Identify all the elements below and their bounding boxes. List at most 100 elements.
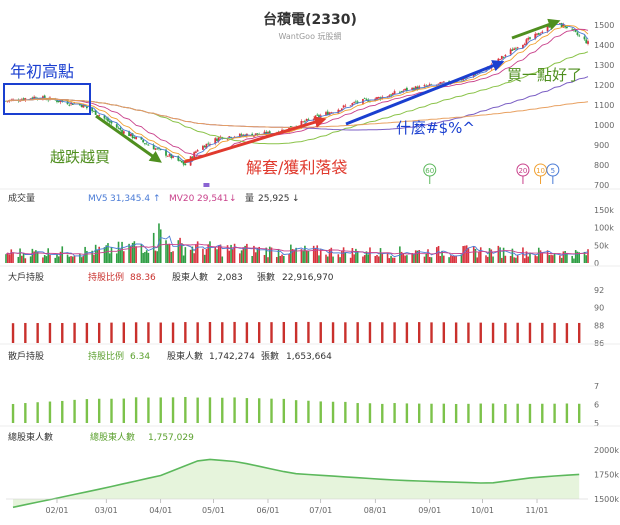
volume-bar xyxy=(12,252,14,263)
volume-bar xyxy=(265,247,268,263)
candle-body xyxy=(184,163,187,166)
volume-bar xyxy=(428,256,431,263)
candle-body xyxy=(265,131,268,135)
candle-body xyxy=(254,133,257,136)
retail-bar xyxy=(393,403,396,423)
volume-bar xyxy=(552,255,554,263)
candle-body xyxy=(300,121,303,128)
volume-bar xyxy=(31,248,34,263)
volume-bar xyxy=(21,255,23,263)
candle-body xyxy=(159,148,162,151)
arrow-what xyxy=(345,60,505,126)
big-holders-bar xyxy=(565,323,569,343)
candle-body xyxy=(121,130,123,133)
retail-bar xyxy=(171,397,175,423)
volume-bar xyxy=(430,257,433,263)
retail-bar xyxy=(528,403,532,423)
volume-bar xyxy=(539,250,542,263)
candle-body xyxy=(325,112,327,115)
candle-body xyxy=(66,101,69,105)
price-tick-label: 1500 xyxy=(594,21,614,30)
big-holders-bar xyxy=(356,322,359,343)
retail-bar xyxy=(467,403,470,423)
volume-bar xyxy=(79,254,81,263)
mv5-arrow: ↑ xyxy=(153,194,161,204)
candle-body xyxy=(91,107,94,112)
volume-bar xyxy=(400,251,403,263)
retail-bar xyxy=(85,399,89,423)
volume-bar xyxy=(49,254,51,263)
big-holders-bar xyxy=(368,322,372,343)
volume-bar xyxy=(86,250,88,263)
retail-bar xyxy=(578,403,581,423)
volume-bar xyxy=(562,251,565,263)
volume-bar xyxy=(275,257,278,263)
candle-body xyxy=(19,100,21,102)
volume-bar xyxy=(416,250,419,263)
volume-bar xyxy=(24,258,27,263)
candle-body xyxy=(511,49,514,51)
candle-body xyxy=(115,124,118,128)
volume-tick-label: 150k xyxy=(594,206,614,215)
retail-bar xyxy=(110,398,113,423)
candle-body xyxy=(441,82,443,84)
volume-bar xyxy=(527,256,530,263)
volume-bar xyxy=(142,252,144,263)
candle-body xyxy=(214,138,217,144)
mv20-value: 29,541 xyxy=(197,194,229,204)
volume-title: 成交量 xyxy=(8,192,35,204)
total-tick-label: 1750k xyxy=(594,471,619,480)
x-tick-label: 06/01 xyxy=(256,506,279,515)
volume-bar xyxy=(342,247,345,263)
big-holders-bar xyxy=(294,322,298,343)
candle-body xyxy=(179,160,181,162)
mv20-label: MV20 xyxy=(169,194,195,204)
volume-bar xyxy=(228,250,231,263)
volume-bar xyxy=(295,247,297,263)
candle-body xyxy=(82,104,85,108)
volume-bar xyxy=(374,255,377,263)
candle-body xyxy=(411,87,414,90)
total-title: 總股東人數 xyxy=(8,431,53,443)
retail-ratio-label: 持股比例 xyxy=(88,350,124,362)
volume-bar xyxy=(66,254,69,263)
volume-bar xyxy=(68,256,71,263)
volume-bar xyxy=(476,257,479,263)
candle-body xyxy=(182,161,185,165)
volume-bar xyxy=(390,255,392,263)
volume-bar xyxy=(492,256,494,263)
retail-bar xyxy=(307,400,310,423)
volume-bar xyxy=(304,245,306,263)
volume-bar xyxy=(379,248,382,263)
mv5-label: MV5 xyxy=(88,194,108,204)
volume-bar xyxy=(516,255,519,263)
candle-body xyxy=(133,137,136,139)
candle-body xyxy=(564,25,567,28)
candle-body xyxy=(427,85,429,87)
candle-body xyxy=(80,105,83,107)
volume-bar xyxy=(232,248,234,263)
moving-averages xyxy=(6,23,589,164)
total-holders-line xyxy=(12,458,580,509)
volume-bar xyxy=(72,256,74,263)
mv20-arrow: ↓ xyxy=(229,194,237,204)
volume-bar xyxy=(251,256,253,263)
candle-body xyxy=(499,59,501,60)
total-y-axis: 1500k 1750k 2000k xyxy=(594,446,619,504)
big-holders-bar xyxy=(430,322,433,343)
volume-bar xyxy=(279,255,282,263)
volume-bar xyxy=(339,257,341,263)
big-holders-title: 大戶持股 xyxy=(8,271,44,283)
price-y-axis: 700 800 900 1000 1100 1200 1300 1400 1500 xyxy=(594,21,614,190)
candle-body xyxy=(388,95,391,97)
volume-bar xyxy=(258,246,260,263)
volume-bar xyxy=(196,241,199,263)
volume-bar xyxy=(467,248,470,263)
volume-bar xyxy=(341,250,343,263)
big-holders-bar xyxy=(221,322,224,343)
candle-body xyxy=(302,121,305,123)
retail-holders-value: 1,742,274 xyxy=(209,352,255,362)
big-holders-bar xyxy=(381,322,384,343)
candle-body xyxy=(523,44,526,46)
volume-bar xyxy=(585,255,588,263)
